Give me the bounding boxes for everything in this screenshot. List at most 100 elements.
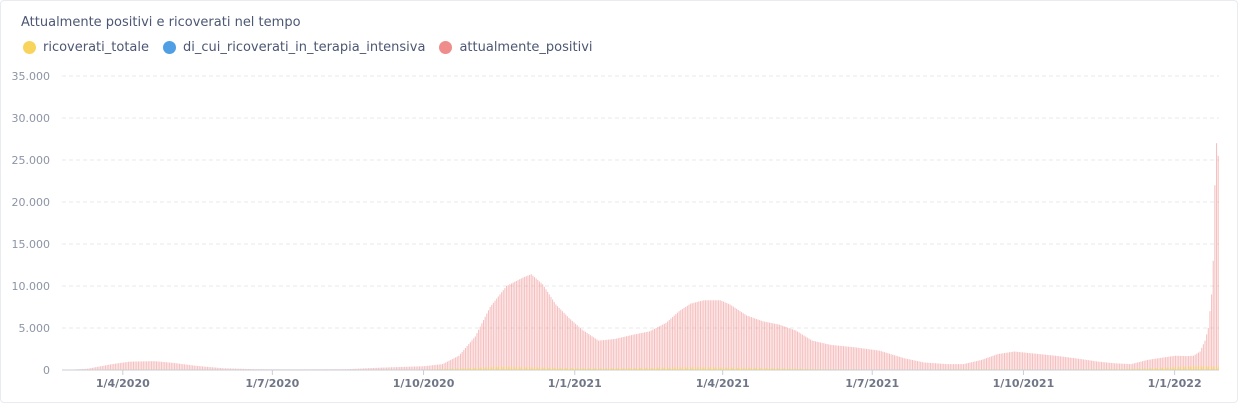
bar-attualmente-positivi[interactable] [106,365,108,370]
bar-attualmente-positivi[interactable] [366,368,368,370]
bar-attualmente-positivi[interactable] [430,365,432,370]
bar-ricoverati-totale[interactable] [455,368,457,370]
bar-attualmente-positivi[interactable] [458,355,460,370]
bar-attualmente-positivi[interactable] [478,329,480,370]
bar-attualmente-positivi[interactable] [483,320,485,370]
bar-ricoverati-totale[interactable] [801,368,803,370]
bar-attualmente-positivi[interactable] [476,333,478,370]
bar-attualmente-positivi[interactable] [377,367,379,370]
bar-attualmente-positivi[interactable] [356,368,358,370]
bar-attualmente-positivi[interactable] [187,364,189,370]
bar-attualmente-positivi[interactable] [565,314,567,370]
bar-attualmente-positivi[interactable] [520,278,522,370]
bar-attualmente-positivi[interactable] [128,361,130,370]
bar-ricoverati-totale[interactable] [703,367,705,370]
bar-attualmente-positivi[interactable] [953,364,955,370]
bar-attualmente-positivi[interactable] [739,311,741,370]
bar-attualmente-positivi[interactable] [351,368,353,370]
bar-attualmente-positivi[interactable] [1161,357,1163,370]
bar-attualmente-positivi[interactable] [1183,356,1185,370]
bar-attualmente-positivi[interactable] [190,365,192,370]
bar-attualmente-positivi[interactable] [98,366,100,370]
bar-attualmente-positivi[interactable] [247,368,250,370]
bar-attualmente-positivi[interactable] [788,328,790,370]
bar-attualmente-positivi[interactable] [165,362,167,370]
bar-attualmente-positivi[interactable] [205,366,207,370]
bar-attualmente-positivi[interactable] [946,364,948,370]
bar-attualmente-positivi[interactable] [561,311,563,370]
bar-attualmente-positivi[interactable] [435,364,437,370]
bar-attualmente-positivi[interactable] [956,364,958,370]
bar-attualmente-positivi[interactable] [1023,352,1025,370]
bar-attualmente-positivi[interactable] [474,336,476,370]
bar-attualmente-positivi[interactable] [524,276,526,370]
legend-item-terapia-intensiva[interactable]: di_cui_ricoverati_in_terapia_intensiva [163,40,425,55]
bar-attualmente-positivi[interactable] [241,368,243,370]
bar-attualmente-positivi[interactable] [1002,353,1004,370]
bar-attualmente-positivi[interactable] [762,321,764,370]
bar-attualmente-positivi[interactable] [1204,340,1206,370]
bar-attualmente-positivi[interactable] [1099,361,1101,370]
bar-attualmente-positivi[interactable] [898,356,900,370]
bar-attualmente-positivi[interactable] [239,368,241,370]
bar-attualmente-positivi[interactable] [1068,357,1070,370]
bar-attualmente-positivi[interactable] [824,343,826,370]
bar-attualmente-positivi[interactable] [1017,351,1019,370]
bar-ricoverati-totale[interactable] [1209,366,1211,370]
bar-attualmente-positivi[interactable] [469,342,471,370]
bar-ricoverati-totale[interactable] [741,367,743,370]
bar-ricoverati-totale[interactable] [453,368,455,370]
bar-attualmente-positivi[interactable] [673,315,675,370]
bar-attualmente-positivi[interactable] [229,368,231,370]
bar-ricoverati-totale[interactable] [474,367,476,370]
bar-ricoverati-totale[interactable] [711,367,713,370]
bar-attualmente-positivi[interactable] [527,275,529,370]
bar-attualmente-positivi[interactable] [1133,363,1135,370]
bar-ricoverati-totale[interactable] [783,368,785,370]
bar-ricoverati-totale[interactable] [588,368,590,370]
bar-attualmente-positivi[interactable] [685,306,687,370]
bar-ricoverati-totale[interactable] [579,368,582,370]
bar-attualmente-positivi[interactable] [231,368,233,370]
bar-attualmente-positivi[interactable] [672,317,674,370]
bar-attualmente-positivi[interactable] [392,367,394,370]
bar-attualmente-positivi[interactable] [777,324,779,370]
bar-attualmente-positivi[interactable] [1109,362,1111,370]
bar-ricoverati-totale[interactable] [538,367,540,370]
bar-attualmente-positivi[interactable] [663,323,665,370]
bar-ricoverati-totale[interactable] [650,367,652,370]
bar-ricoverati-totale[interactable] [543,367,545,370]
bar-attualmente-positivi[interactable] [1216,143,1218,370]
bar-attualmente-positivi[interactable] [382,367,384,370]
bar-attualmente-positivi[interactable] [547,291,549,370]
bar-attualmente-positivi[interactable] [555,304,557,370]
bar-attualmente-positivi[interactable] [1012,351,1014,370]
bar-attualmente-positivi[interactable] [90,368,92,370]
bar-attualmente-positivi[interactable] [1030,353,1032,370]
bar-ricoverati-totale[interactable] [487,367,490,370]
bar-attualmente-positivi[interactable] [425,366,427,370]
bar-attualmente-positivi[interactable] [913,360,915,370]
bar-attualmente-positivi[interactable] [95,367,97,370]
legend-item-ricoverati-totale[interactable]: ricoverati_totale [23,40,149,55]
bar-attualmente-positivi[interactable] [542,284,544,370]
bar-attualmente-positivi[interactable] [1166,356,1168,370]
bar-attualmente-positivi[interactable] [823,343,825,370]
bar-attualmente-positivi[interactable] [833,345,835,370]
bar-attualmente-positivi[interactable] [787,327,789,370]
bar-attualmente-positivi[interactable] [139,361,141,370]
bar-ricoverati-totale[interactable] [510,367,513,370]
bar-ricoverati-totale[interactable] [552,367,554,370]
bar-attualmente-positivi[interactable] [676,312,679,370]
bar-ricoverati-totale[interactable] [584,368,586,370]
bar-attualmente-positivi[interactable] [1158,358,1160,370]
bar-attualmente-positivi[interactable] [1066,357,1068,370]
bar-ricoverati-totale[interactable] [782,368,784,370]
bar-attualmente-positivi[interactable] [1008,352,1010,370]
bar-ricoverati-totale[interactable] [745,367,748,370]
bar-ricoverati-totale[interactable] [570,368,572,370]
bar-attualmente-positivi[interactable] [374,367,376,370]
bar-ricoverati-totale[interactable] [632,368,634,370]
bar-attualmente-positivi[interactable] [846,346,848,370]
bar-attualmente-positivi[interactable] [354,368,356,370]
